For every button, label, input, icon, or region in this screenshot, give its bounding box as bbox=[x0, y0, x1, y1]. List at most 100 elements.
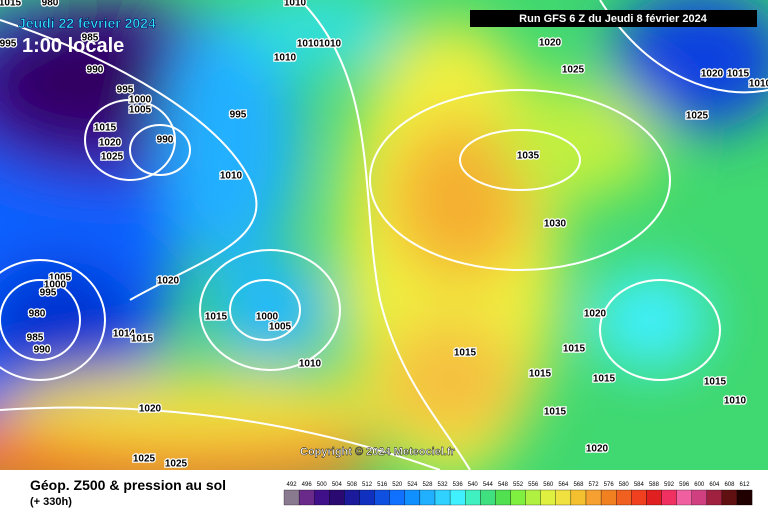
legend-level: 504 bbox=[332, 482, 343, 488]
isobar-label: 1000 bbox=[256, 312, 279, 323]
isobar-label: 1025 bbox=[686, 111, 709, 122]
isobar-label: 1015 bbox=[593, 374, 616, 385]
legend-swatch bbox=[314, 489, 330, 506]
isobar-label: 990 bbox=[34, 345, 51, 356]
isobar-label: 1020 bbox=[139, 404, 162, 415]
legend-level: 528 bbox=[422, 482, 433, 488]
isobar-label: 1000 bbox=[44, 280, 67, 291]
legend-level: 612 bbox=[740, 482, 751, 488]
isobar-label: 990 bbox=[87, 65, 104, 76]
legend-level: 532 bbox=[438, 482, 449, 488]
legend-swatch bbox=[661, 489, 677, 506]
isobar-label: 1015 bbox=[94, 123, 117, 134]
isobar-label: 1015 bbox=[563, 344, 586, 355]
legend-level: 588 bbox=[649, 482, 660, 488]
isobar-label: 980 bbox=[29, 309, 46, 320]
legend-level: 604 bbox=[709, 482, 720, 488]
legend-swatch bbox=[676, 489, 692, 506]
isobar-label: 1010 bbox=[284, 0, 307, 9]
legend-swatch bbox=[706, 489, 723, 506]
isobar-label: 1015 bbox=[529, 369, 552, 380]
isobar-label: 995 bbox=[0, 39, 17, 50]
run-info: Run GFS 6 Z du Jeudi 8 février 2024 bbox=[519, 13, 708, 25]
isobar-label: 1015 bbox=[727, 69, 750, 80]
isobar-label: 1020 bbox=[539, 38, 562, 49]
legend-swatch bbox=[555, 489, 572, 506]
run-box bbox=[470, 10, 757, 27]
legend-swatch bbox=[389, 489, 405, 506]
legend-swatch bbox=[525, 489, 541, 506]
isobar-label: 1015 bbox=[205, 312, 228, 323]
legend-level: 508 bbox=[347, 482, 358, 488]
legend-level: 584 bbox=[634, 482, 645, 488]
legend-swatch bbox=[510, 489, 526, 506]
isobar-label: 1025 bbox=[133, 454, 156, 465]
isobar-label: 1014 bbox=[113, 329, 136, 340]
isobar-label: 1020 bbox=[586, 444, 609, 455]
isobar-label: 1020 bbox=[584, 309, 607, 320]
isobar-label: 1010 bbox=[274, 53, 297, 64]
legend-level: 596 bbox=[679, 482, 690, 488]
legend-swatch bbox=[344, 489, 360, 506]
legend-level: 500 bbox=[317, 482, 328, 488]
legend-level: 572 bbox=[589, 482, 600, 488]
legend-swatch bbox=[298, 489, 315, 506]
isobar-label: 1005 bbox=[269, 322, 292, 333]
legend-level: 564 bbox=[558, 482, 569, 488]
footer-title: Géop. Z500 & pression au sol bbox=[30, 477, 226, 493]
isobar-label: 1010 bbox=[220, 171, 243, 182]
isobar-label: 1025 bbox=[562, 65, 585, 76]
isobar-label: 1020 bbox=[701, 69, 724, 80]
legend-level: 520 bbox=[392, 482, 403, 488]
isobar-label: 995 bbox=[40, 288, 57, 299]
legend-level: 600 bbox=[694, 482, 705, 488]
isobar-label: 1015 bbox=[131, 334, 154, 345]
legend-level: 576 bbox=[604, 482, 615, 488]
legend-swatch bbox=[570, 489, 587, 506]
isobar-label: 1015 bbox=[0, 0, 22, 9]
legend-level: 516 bbox=[377, 482, 388, 488]
legend-swatch bbox=[600, 489, 617, 506]
legend-swatch bbox=[374, 489, 390, 506]
isobar-label: 1035 bbox=[517, 151, 540, 162]
legend-swatch bbox=[616, 489, 632, 506]
isobar-label: 1015 bbox=[544, 407, 567, 418]
legend-level: 536 bbox=[453, 482, 464, 488]
isobar-label: 1015 bbox=[454, 348, 477, 359]
isobar-label: 995 bbox=[117, 85, 134, 96]
isobar-label: 1010 bbox=[297, 39, 320, 50]
isobar-label: 1010 bbox=[319, 39, 342, 50]
local-time: 1:00 locale bbox=[22, 35, 124, 57]
isobar-label: 1010 bbox=[299, 359, 322, 370]
legend-level: 552 bbox=[513, 482, 524, 488]
legend-swatch bbox=[419, 489, 436, 506]
legend-level: 592 bbox=[664, 482, 675, 488]
legend-swatch bbox=[736, 489, 753, 506]
legend-swatch bbox=[434, 489, 451, 506]
isobar-label: 1025 bbox=[165, 459, 188, 470]
isobar-label: 995 bbox=[230, 110, 247, 121]
legend-swatch bbox=[480, 489, 496, 506]
legend-swatch bbox=[631, 489, 647, 506]
legend-swatch bbox=[449, 489, 466, 506]
isobar-label: 1005 bbox=[49, 273, 72, 284]
isobar-label: 980 bbox=[42, 0, 59, 9]
legend-swatch bbox=[691, 489, 707, 506]
legend-swatch bbox=[646, 489, 662, 506]
legend-level: 524 bbox=[407, 482, 418, 488]
isobar-label: 1020 bbox=[157, 276, 180, 287]
isobar-label: 1025 bbox=[101, 152, 124, 163]
isobar-label: 1010 bbox=[749, 79, 768, 90]
lead-time: (+ 330h) bbox=[30, 496, 72, 508]
copyright: Copyright © 2024 Meteociel.fr bbox=[300, 446, 456, 458]
legend-level: 560 bbox=[543, 482, 554, 488]
isobar-label: 1010 bbox=[724, 396, 747, 407]
isobar-label: 990 bbox=[157, 135, 174, 146]
legend-swatch bbox=[465, 489, 481, 506]
legend-level: 544 bbox=[483, 482, 494, 488]
legend-level: 556 bbox=[528, 482, 539, 488]
legend-swatch bbox=[540, 489, 556, 506]
